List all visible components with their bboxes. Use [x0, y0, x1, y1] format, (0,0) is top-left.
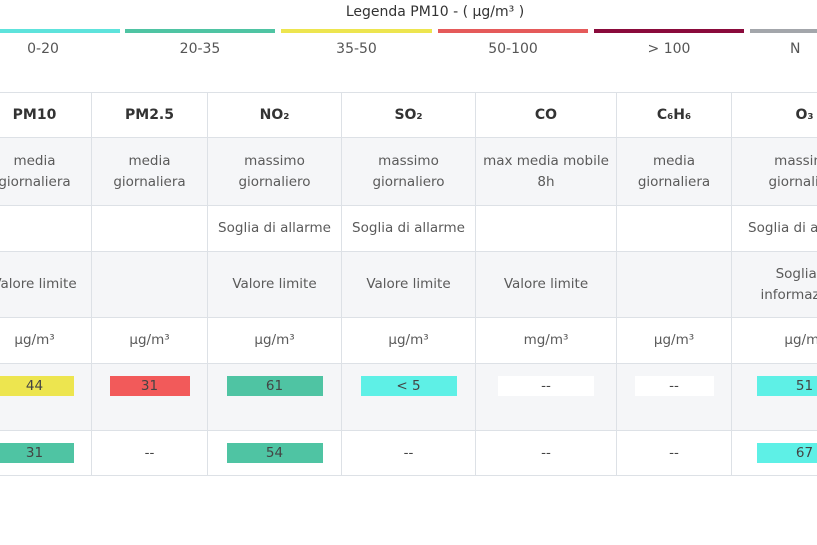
- table-cell: --: [476, 364, 617, 431]
- table-cell: µg/m³: [342, 318, 476, 364]
- table-cell: Valore limite: [476, 252, 617, 318]
- legend-label: 0-20: [27, 41, 59, 57]
- table-cell: 31: [92, 364, 208, 431]
- value-badge: --: [541, 445, 551, 461]
- value-badge: --: [634, 376, 714, 396]
- value-badge: --: [498, 376, 594, 396]
- table-cell: Valore limite: [342, 252, 476, 318]
- header-cell: PM2.5: [92, 93, 208, 138]
- legend-swatch: [594, 29, 744, 33]
- table-cell: < 5: [342, 364, 476, 431]
- table-cell: [617, 206, 732, 252]
- value-badge: 44: [0, 376, 74, 396]
- value-badge: --: [144, 445, 155, 461]
- table-cell: massimo giornaliero: [732, 138, 817, 206]
- legend-swatch: [281, 29, 432, 33]
- legend-swatch: [125, 29, 275, 33]
- table-cell: µg/m³: [0, 318, 92, 364]
- table-cell: Soglia di informazione: [732, 252, 817, 318]
- value-badge: --: [403, 445, 414, 461]
- table-cell: µg/m³: [208, 318, 342, 364]
- table-cell: mg/m³: [476, 318, 617, 364]
- value-badge: 31: [0, 443, 74, 463]
- table-cell: 31: [0, 431, 92, 476]
- value-badge: 31: [109, 376, 190, 396]
- legend-label: 35-50: [336, 41, 377, 57]
- header-cell: PM10: [0, 93, 92, 138]
- value-badge: 51: [756, 376, 817, 396]
- table-cell: media giornaliera: [0, 138, 92, 206]
- value-badge: 67: [756, 443, 817, 463]
- header-cell: C₆H₆: [617, 93, 732, 138]
- table-cell: Valore limite: [208, 252, 342, 318]
- value-badge: < 5: [360, 376, 457, 396]
- legend-label: 50-100: [488, 41, 538, 57]
- value-badge: --: [669, 445, 679, 461]
- value-badge: 54: [226, 443, 323, 463]
- legend-label: 20-35: [179, 41, 221, 57]
- table-cell: Soglia di allarme: [732, 206, 817, 252]
- table-cell: media giornaliera: [617, 138, 732, 206]
- table-cell: µg/m³: [732, 318, 817, 364]
- header-cell: SO₂: [342, 93, 476, 138]
- table-cell: Soglia di allarme: [208, 206, 342, 252]
- table-cell: 61: [208, 364, 342, 431]
- table-cell: [0, 206, 92, 252]
- table-cell: --: [342, 431, 476, 476]
- header-cell: NO₂: [208, 93, 342, 138]
- table-cell: µg/m³: [92, 318, 208, 364]
- legend-label: N: [790, 41, 801, 57]
- legend-swatch: [0, 29, 120, 33]
- table-cell: 67: [732, 431, 817, 476]
- table-cell: massimo giornaliero: [342, 138, 476, 206]
- table-cell: media giornaliera: [92, 138, 208, 206]
- table-cell: massimo giornaliero: [208, 138, 342, 206]
- table-cell: 54: [208, 431, 342, 476]
- table-cell: --: [476, 431, 617, 476]
- table-top-border: [0, 92, 817, 93]
- legend-label: > 100: [647, 41, 691, 57]
- legend-swatch: [750, 29, 817, 33]
- table-cell: [476, 206, 617, 252]
- table-cell: --: [617, 364, 732, 431]
- table-cell: [617, 252, 732, 318]
- table-cell: max media mobile 8h: [476, 138, 617, 206]
- table-cell: 51: [732, 364, 817, 431]
- header-cell: O₃: [732, 93, 817, 138]
- header-cell: CO: [476, 93, 617, 138]
- table-cell: --: [617, 431, 732, 476]
- table-cell: Valore limite: [0, 252, 92, 318]
- table-cell: [92, 252, 208, 318]
- legend-swatch: [438, 29, 588, 33]
- table-cell: [92, 206, 208, 252]
- value-badge: 61: [226, 376, 323, 396]
- table-cell: µg/m³: [617, 318, 732, 364]
- table-cell: Soglia di allarme: [342, 206, 476, 252]
- table-cell: 44: [0, 364, 92, 431]
- legend-title: Legenda PM10 - ( µg/m³ ): [345, 4, 525, 20]
- table-cell: --: [92, 431, 208, 476]
